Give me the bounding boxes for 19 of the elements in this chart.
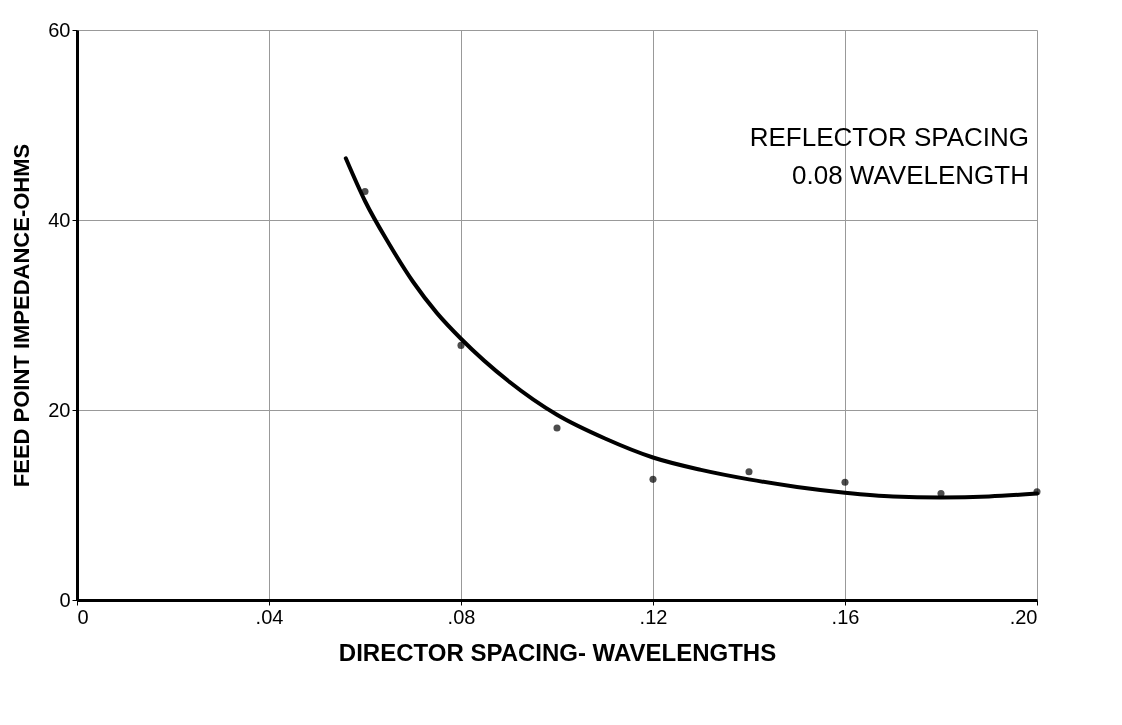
y-tick-label: 20 bbox=[48, 398, 71, 421]
x-tick-label: .16 bbox=[831, 605, 860, 628]
y-axis-title: FEED POINT IMPEDANCE-OHMS bbox=[9, 143, 35, 488]
x-tick-label: .20 bbox=[1009, 605, 1038, 628]
x-tick-label: .04 bbox=[255, 605, 284, 628]
annotation: REFLECTOR SPACING 0.08 WAVELENGTH bbox=[749, 122, 1029, 190]
line-series bbox=[343, 156, 1039, 500]
point bbox=[745, 468, 753, 476]
y-tick-label: 0 bbox=[59, 588, 71, 611]
x-tick-label: .08 bbox=[447, 605, 476, 628]
point bbox=[649, 475, 657, 483]
y-tick-label: 40 bbox=[48, 208, 71, 231]
point bbox=[841, 478, 849, 486]
x-tick-label: 0 bbox=[77, 605, 89, 628]
y-tick-label: 60 bbox=[48, 18, 71, 41]
point bbox=[553, 424, 561, 432]
x-axis-title: DIRECTOR SPACING- WAVELENGTHS bbox=[338, 638, 777, 666]
point bbox=[457, 341, 465, 349]
x-tick-label: .12 bbox=[639, 605, 668, 628]
